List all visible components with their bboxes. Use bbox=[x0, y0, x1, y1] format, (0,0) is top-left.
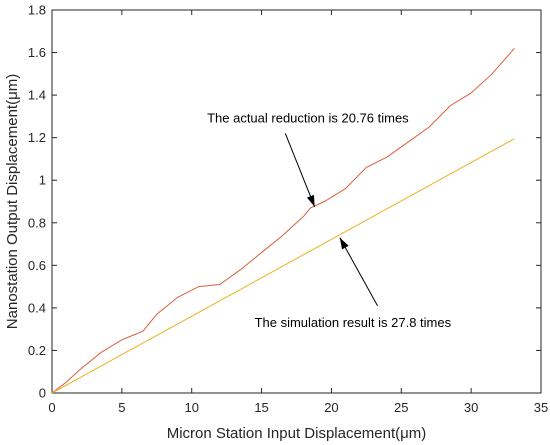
x-axis-label: Micron Station Input Displacement(μm) bbox=[167, 425, 427, 442]
y-axis-label: Nanostation Output Displacement(μm) bbox=[4, 74, 21, 329]
x-tick-label: 20 bbox=[324, 400, 338, 415]
x-tick-label: 25 bbox=[394, 400, 408, 415]
x-tick-label: 10 bbox=[184, 400, 198, 415]
y-tick-label: 0.4 bbox=[28, 300, 46, 315]
y-tick-label: 0.8 bbox=[28, 215, 46, 230]
x-axis-ticks: 0 5 10 15 20 25 30 35 bbox=[48, 10, 548, 415]
arrow-head-icon bbox=[306, 194, 315, 207]
series-line-1 bbox=[51, 47, 515, 394]
series-line-2 bbox=[51, 138, 515, 394]
annotations: The actual reduction is 20.76 times The s… bbox=[207, 111, 452, 330]
annotation-arrow bbox=[284, 133, 316, 208]
annotation-text: The simulation result is 27.8 times bbox=[255, 315, 452, 330]
x-tick-label: 35 bbox=[534, 400, 548, 415]
x-tick-label: 5 bbox=[118, 400, 125, 415]
arrow-head-icon bbox=[339, 237, 349, 250]
y-tick-label: 1.4 bbox=[28, 88, 46, 103]
annotation-arrow bbox=[339, 237, 378, 307]
annotation-text: The actual reduction is 20.76 times bbox=[207, 111, 409, 126]
y-tick-label: 1.2 bbox=[28, 130, 46, 145]
series-lines bbox=[51, 47, 515, 394]
y-tick-label: 1.6 bbox=[28, 45, 46, 60]
y-tick-label: 1 bbox=[39, 173, 46, 188]
x-tick-label: 30 bbox=[464, 400, 478, 415]
x-tick-label: 0 bbox=[48, 400, 55, 415]
y-tick-label: 0.6 bbox=[28, 258, 46, 273]
axes bbox=[51, 9, 542, 394]
y-tick-label: 0 bbox=[39, 386, 46, 401]
x-tick-label: 15 bbox=[254, 400, 268, 415]
y-axis-ticks: 0 0.2 0.4 0.6 0.8 1 1.2 1.4 1.6 1.8 bbox=[28, 3, 541, 401]
y-tick-label: 1.8 bbox=[28, 3, 46, 18]
plot-frame bbox=[51, 9, 542, 394]
y-tick-label: 0.2 bbox=[28, 343, 46, 358]
